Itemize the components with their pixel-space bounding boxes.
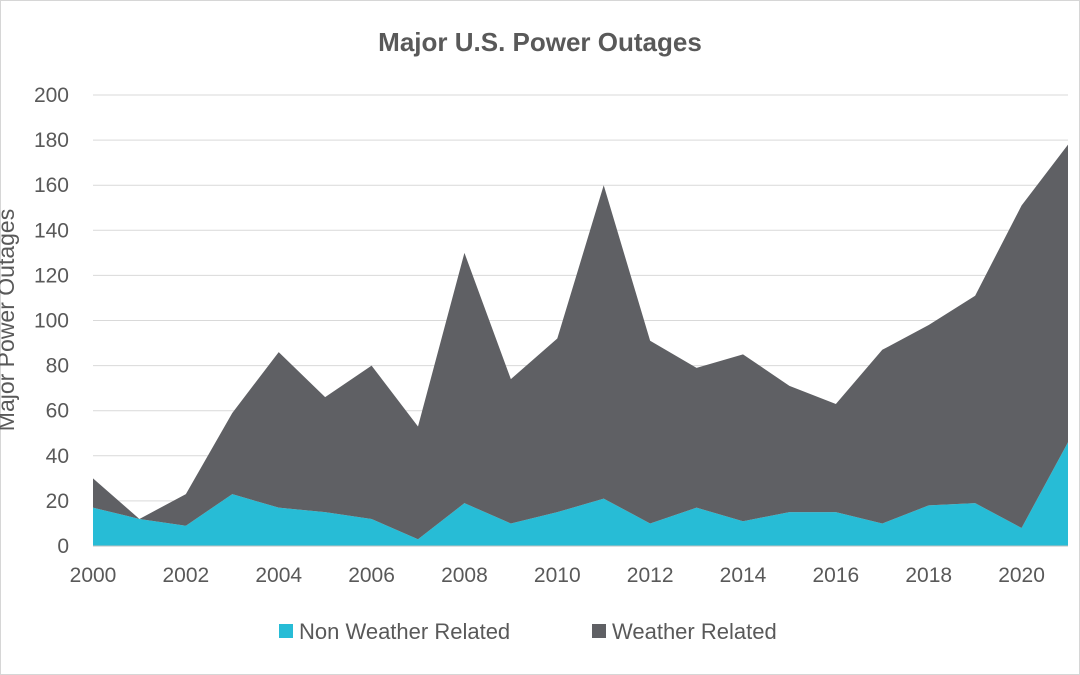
y-tick-label: 200 [34,84,69,107]
area-non-weather-related [93,442,1068,546]
y-tick-label: 0 [57,535,69,558]
y-tick-label: 180 [34,129,69,152]
x-tick-label: 2004 [255,564,302,587]
x-tick-label: 2006 [348,564,395,587]
legend-label: Weather Related [612,619,777,644]
y-tick-label: 60 [46,400,69,423]
legend: Non Weather Related Weather Related [279,619,777,644]
area-series [93,144,1068,547]
x-tick-label: 2020 [998,564,1045,587]
legend-swatch [592,624,606,638]
x-tick-label: 2014 [720,564,767,587]
x-tick-label: 2018 [905,564,952,587]
x-tick-label: 2008 [441,564,488,587]
y-tick-label: 20 [46,490,69,513]
x-tick-label: 2010 [534,564,581,587]
y-tick-label: 80 [46,355,69,378]
x-tick-label: 2016 [812,564,859,587]
chart-title: Major U.S. Power Outages [378,27,702,57]
y-tick-label: 140 [34,219,69,242]
legend-swatch [279,624,293,638]
y-tick-label: 120 [34,264,69,287]
y-axis-label: Major Power Outages [0,209,19,431]
y-tick-label: 40 [46,445,69,468]
x-tick-label: 2002 [162,564,209,587]
y-tick-label: 160 [34,174,69,197]
area-weather-related [93,144,1068,540]
y-tick-labels: 0 20 40 60 80 100 120 140 160 180 200 [34,84,69,558]
x-tick-label: 2012 [627,564,674,587]
x-tick-labels: 2000 2002 2004 2006 2008 2010 2012 2014 2016 2018… [70,564,1045,587]
legend-label: Non Weather Related [299,619,510,644]
y-tick-label: 100 [34,310,69,333]
x-tick-label: 2000 [70,564,117,587]
